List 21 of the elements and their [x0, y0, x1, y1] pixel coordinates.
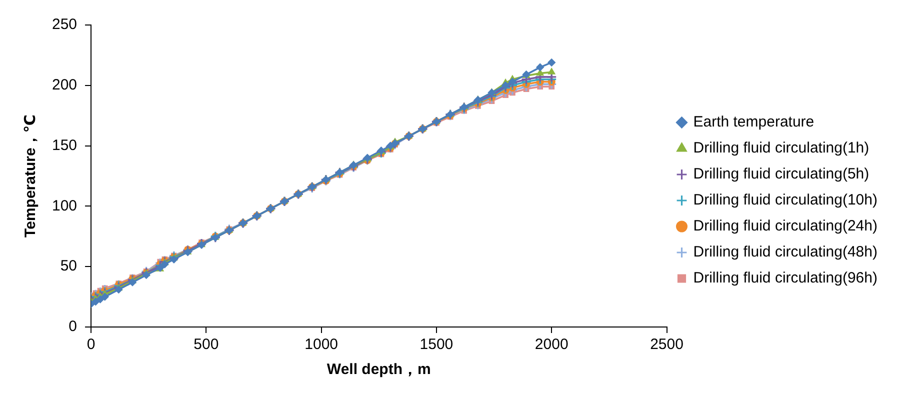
y-tick-label: 0 — [68, 318, 78, 336]
y-tick-label: 250 — [52, 16, 78, 34]
x-axis-title: Well depth，m — [326, 361, 431, 378]
legend-label: Earth temperature — [693, 114, 814, 131]
legend-label: Drilling fluid circulating(24h) — [693, 218, 878, 235]
y-tick-label: 200 — [52, 76, 78, 94]
legend-label: Drilling fluid circulating(10h) — [693, 192, 878, 209]
y-tick-label: 100 — [52, 197, 78, 214]
legend-label: Drilling fluid circulating(5h) — [693, 166, 870, 183]
x-tick-label: 2000 — [534, 336, 568, 354]
x-tick-label: 1500 — [420, 336, 454, 354]
legend-label: Drilling fluid circulating(48h) — [693, 244, 878, 261]
x-tick-label: 1000 — [304, 336, 338, 354]
legend-label: Drilling fluid circulating(1h) — [693, 140, 870, 157]
x-tick-label: 0 — [86, 336, 96, 354]
legend-label: Drilling fluid circulating(96h) — [693, 270, 878, 287]
x-tick-label: 500 — [194, 336, 219, 354]
y-axis-title: Temperature，℃ — [22, 114, 40, 238]
x-tick-label: 2500 — [650, 336, 684, 354]
y-tick-label: 50 — [60, 258, 78, 275]
y-tick-label: 150 — [52, 136, 78, 154]
